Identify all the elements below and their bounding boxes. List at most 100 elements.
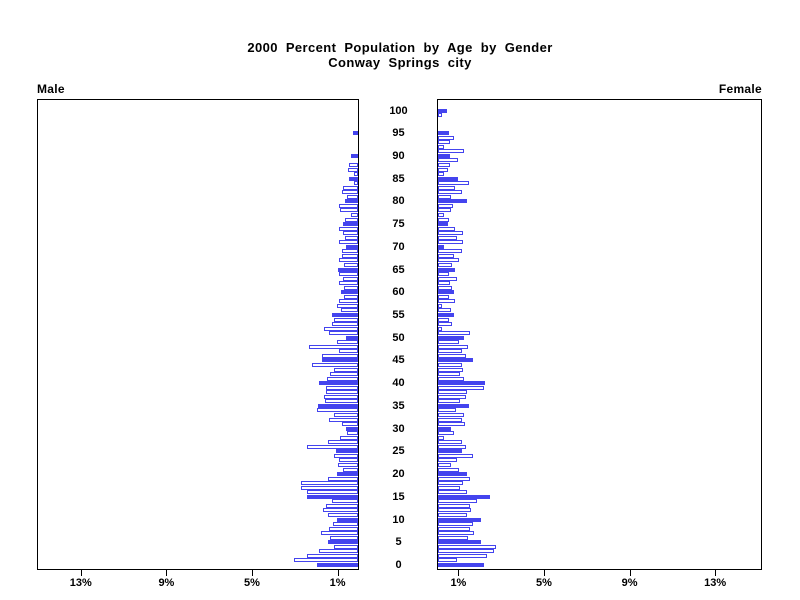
bar-female-age-45 <box>438 358 474 363</box>
bar-female-age-76 <box>438 217 449 222</box>
bar-male-age-90 <box>350 153 358 158</box>
bar-female-age-1 <box>438 558 458 563</box>
bar-female-age-73 <box>438 231 463 236</box>
bar-female-age-82 <box>438 190 462 195</box>
bar-female-age-33 <box>438 413 464 417</box>
bar-female-age-87 <box>438 167 448 172</box>
age-tick-label-15: 15 <box>392 490 405 503</box>
female-panel <box>437 99 762 570</box>
bar-male-age-29 <box>347 431 358 436</box>
age-tick-label-45: 45 <box>392 354 405 367</box>
bar-female-age-17 <box>438 485 461 490</box>
bar-female-age-35 <box>438 403 470 408</box>
bar-female-age-36 <box>438 399 461 404</box>
bar-female-age-52 <box>438 326 443 331</box>
bar-female-age-68 <box>438 253 455 258</box>
female-panel-label: Female <box>718 82 762 96</box>
bar-female-age-63 <box>438 276 458 281</box>
bar-female-age-55 <box>438 313 455 318</box>
bar-male-age-84 <box>353 181 358 186</box>
bar-male-age-24 <box>334 453 358 458</box>
bar-female-age-81 <box>438 194 451 199</box>
bar-female-age-62 <box>438 281 450 286</box>
female-percent-tick-9% <box>629 570 631 576</box>
age-tick-label-80: 80 <box>392 195 405 208</box>
bar-male-age-68 <box>341 253 358 258</box>
chart-title-line2: Conway Springs city <box>328 55 472 70</box>
bar-male-age-0 <box>317 563 358 567</box>
bar-female-age-50 <box>438 335 464 340</box>
female-percent-tick-label-1%: 1% <box>450 577 467 589</box>
bar-male-age-67 <box>338 258 358 263</box>
chart-title: 2000 Percent Population by Age by Gender… <box>0 40 800 70</box>
bar-female-age-53 <box>438 322 452 327</box>
bar-male-age-18 <box>301 481 358 486</box>
bar-male-age-6 <box>330 535 358 540</box>
bar-male-age-81 <box>347 194 358 199</box>
bar-male-age-80 <box>345 199 358 204</box>
bar-female-age-75 <box>438 222 448 227</box>
bar-female-age-92 <box>438 144 445 149</box>
age-tick-label-35: 35 <box>392 399 405 412</box>
bar-male-age-85 <box>349 176 358 181</box>
bar-male-age-77 <box>350 213 358 218</box>
bar-female-age-2 <box>438 553 488 558</box>
bar-female-age-18 <box>438 481 463 486</box>
bar-male-age-49 <box>336 340 358 345</box>
bar-male-age-74 <box>338 226 358 231</box>
bar-male-age-95 <box>352 131 358 136</box>
age-tick-label-50: 50 <box>392 331 405 344</box>
bar-male-age-8 <box>329 526 358 531</box>
bar-male-age-30 <box>346 426 358 431</box>
bar-female-age-39 <box>438 385 484 390</box>
bar-male-age-12 <box>322 508 358 513</box>
bar-male-age-64 <box>338 272 358 277</box>
bar-female-age-20 <box>438 472 467 477</box>
bar-male-age-28 <box>339 435 358 440</box>
bar-male-age-48 <box>308 344 358 349</box>
male-percent-tick-label-9%: 9% <box>158 577 175 589</box>
bar-male-age-25 <box>335 449 358 454</box>
bar-female-age-69 <box>438 249 462 254</box>
bar-male-age-42 <box>330 372 358 377</box>
bar-female-age-26 <box>438 444 466 449</box>
bar-male-age-58 <box>338 299 358 304</box>
male-percent-tick-9% <box>166 570 168 576</box>
bar-female-age-24 <box>438 453 474 458</box>
bar-female-age-61 <box>438 285 452 290</box>
bar-female-age-49 <box>438 340 460 345</box>
bar-male-age-26 <box>306 444 358 449</box>
bar-male-age-15 <box>306 494 358 499</box>
female-percent-tick-label-5%: 5% <box>536 577 552 589</box>
age-tick-label-40: 40 <box>392 377 405 390</box>
bar-male-age-14 <box>332 499 358 504</box>
bar-female-age-80 <box>438 199 467 204</box>
bar-female-age-22 <box>438 463 451 467</box>
bar-male-age-44 <box>312 363 358 368</box>
bar-male-age-66 <box>344 263 358 268</box>
male-percent-tick-13% <box>80 570 82 576</box>
bar-female-age-13 <box>438 503 471 508</box>
bar-female-age-84 <box>438 181 470 186</box>
bar-male-age-21 <box>343 467 358 472</box>
bar-female-age-74 <box>438 226 456 231</box>
bar-male-age-53 <box>332 322 358 327</box>
bar-female-age-94 <box>438 135 455 140</box>
bar-female-age-30 <box>438 426 451 431</box>
bar-female-age-72 <box>438 235 458 240</box>
bar-male-age-47 <box>338 349 358 354</box>
bar-female-age-48 <box>438 344 468 349</box>
bar-male-age-5 <box>328 540 358 545</box>
age-tick-label-70: 70 <box>392 240 405 253</box>
bar-female-age-7 <box>438 531 475 536</box>
bar-female-age-100 <box>438 108 447 113</box>
age-tick-label-95: 95 <box>392 127 405 140</box>
bar-male-age-60 <box>340 290 358 295</box>
bar-male-age-19 <box>328 476 358 481</box>
bar-male-age-71 <box>338 240 358 245</box>
bar-male-age-51 <box>329 331 358 336</box>
bar-male-age-22 <box>337 463 358 467</box>
male-percent-tick-label-13%: 13% <box>69 577 92 589</box>
bar-female-age-51 <box>438 331 471 336</box>
bar-male-age-63 <box>343 276 358 281</box>
